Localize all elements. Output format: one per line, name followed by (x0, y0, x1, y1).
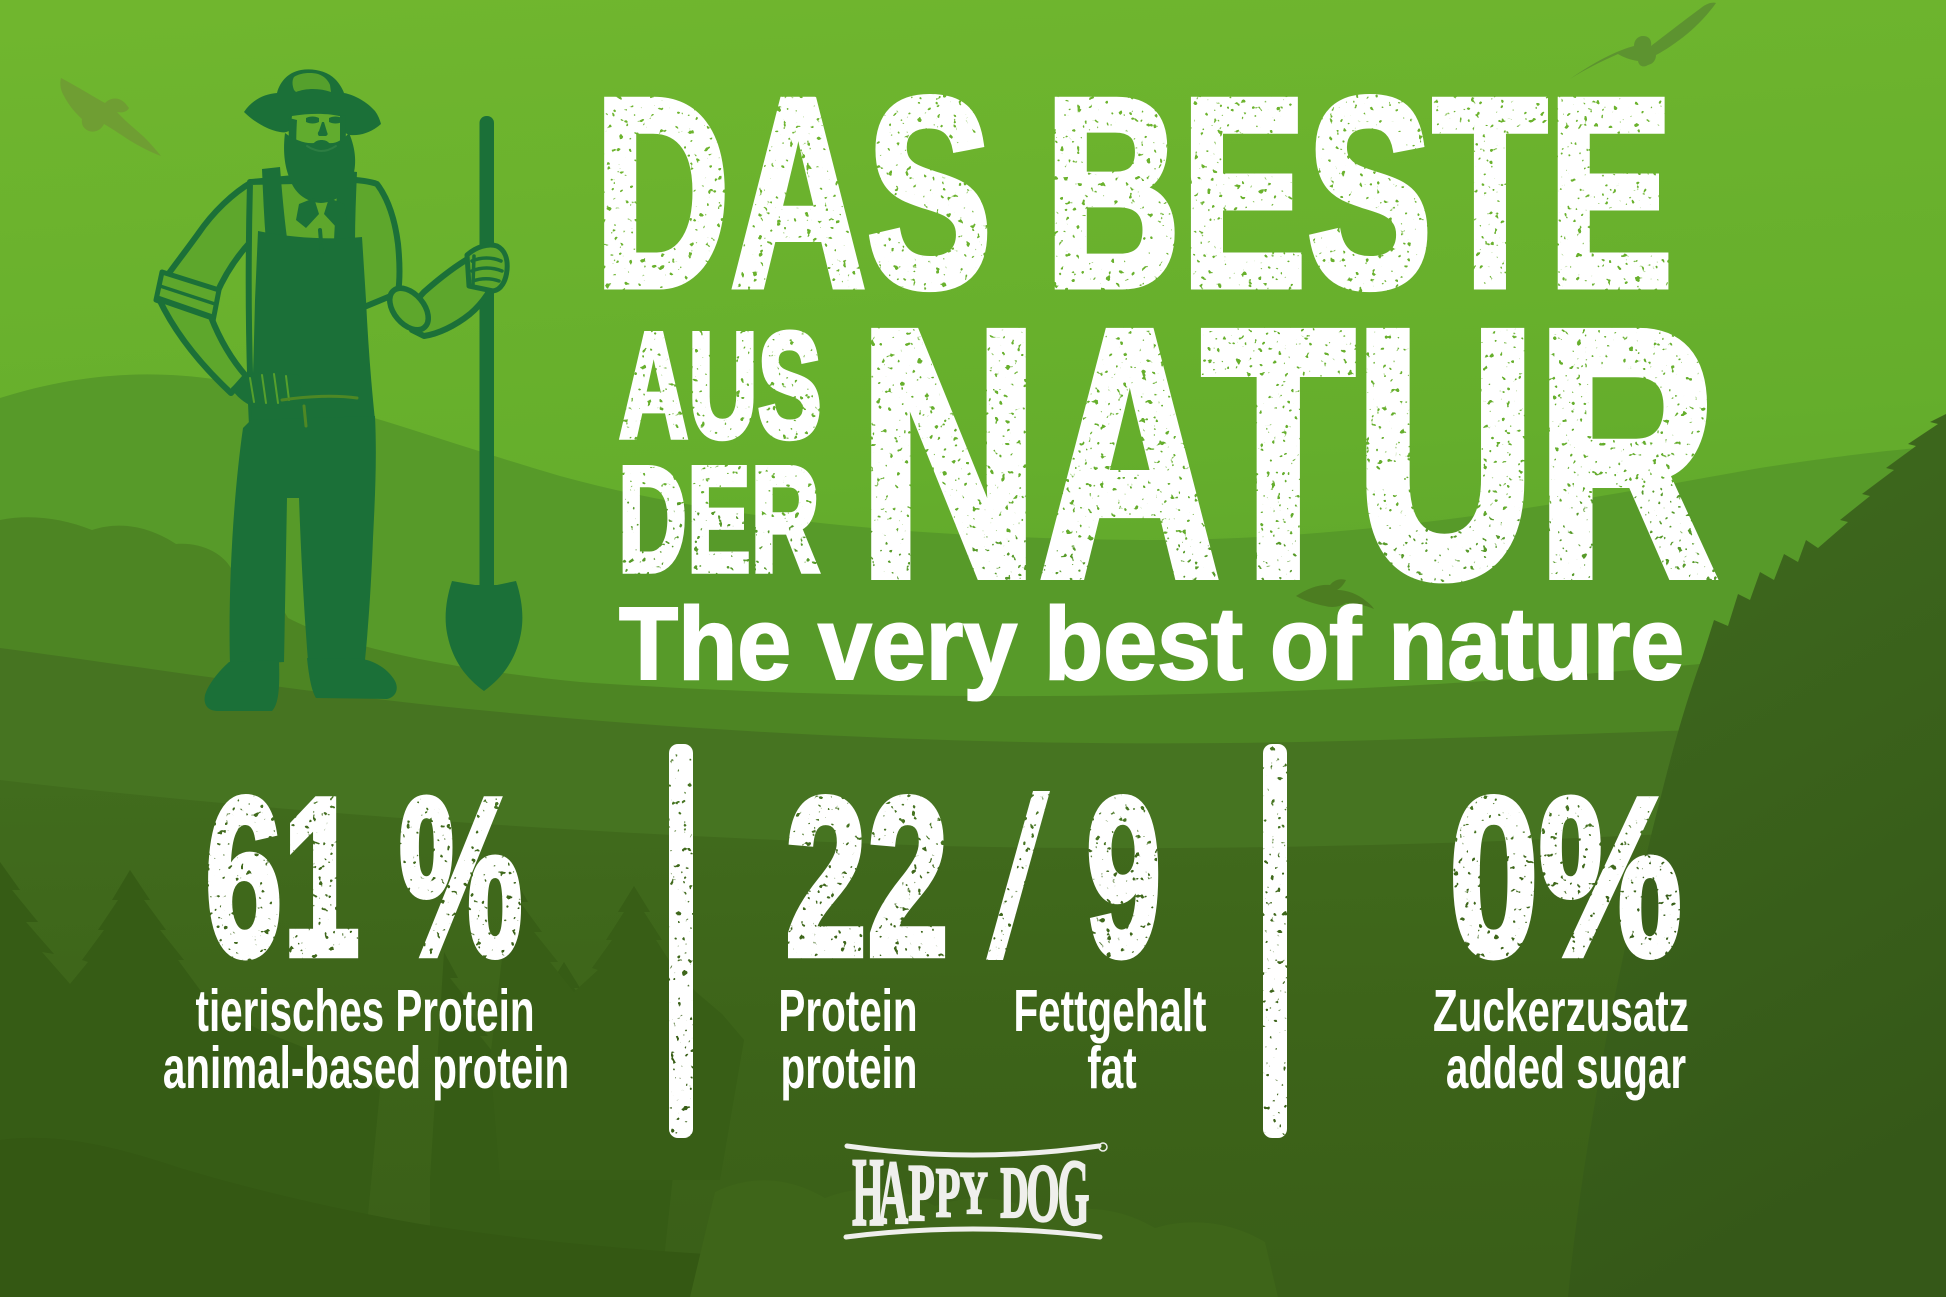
svg-text:fat: fat (1087, 1034, 1137, 1101)
svg-text:H: H (852, 1140, 884, 1247)
svg-text:The very best of nature: The very best of nature (619, 587, 1684, 701)
svg-text:9: 9 (1086, 751, 1161, 1003)
svg-text:0%: 0% (1449, 750, 1682, 1003)
svg-text:protein: protein (781, 1034, 918, 1101)
svg-text:A: A (878, 1143, 908, 1243)
svg-text:DER: DER (618, 435, 820, 603)
svg-text:P: P (936, 1155, 961, 1232)
svg-text:22: 22 (785, 751, 949, 1003)
svg-text:animal-based protein: animal-based protein (163, 1034, 569, 1101)
svg-text:NATUR: NATUR (858, 256, 1717, 650)
svg-text:Protein: Protein (778, 977, 917, 1044)
svg-text:Zuckerzusatz: Zuckerzusatz (1433, 977, 1689, 1044)
svg-text:P: P (908, 1149, 935, 1239)
svg-text:Fettgehalt: Fettgehalt (1013, 977, 1206, 1044)
svg-text:O: O (1026, 1148, 1060, 1240)
svg-text:G: G (1057, 1140, 1089, 1245)
svg-text:AUS: AUS (619, 301, 822, 469)
svg-text:61 %: 61 % (205, 750, 523, 1003)
svg-text:D: D (1000, 1152, 1028, 1233)
svg-text:DAS BESTE: DAS BESTE (594, 43, 1673, 344)
svg-text:Y: Y (960, 1159, 988, 1226)
svg-text:tierisches Protein: tierisches Protein (195, 977, 534, 1044)
svg-text:added sugar: added sugar (1446, 1034, 1686, 1101)
